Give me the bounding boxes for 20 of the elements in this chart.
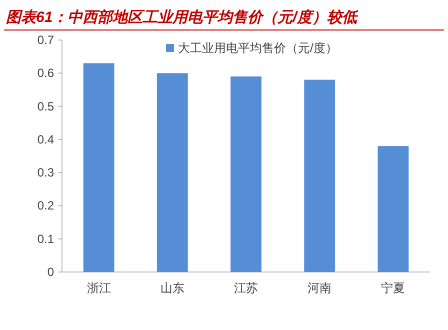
y-tick-label: 0 — [47, 265, 54, 279]
y-tick-label: 0.2 — [37, 198, 54, 213]
bar — [304, 80, 336, 272]
y-tick-label: 0.3 — [37, 166, 54, 180]
bar — [378, 146, 409, 272]
y-tick-label: 0.4 — [37, 132, 54, 146]
y-tick-label: 0.1 — [37, 232, 54, 246]
legend-label: 大工业用电平均售价（元/度） — [178, 41, 338, 55]
y-tick-label: 0.7 — [37, 33, 54, 47]
bar — [230, 76, 262, 272]
x-tick-label: 江苏 — [234, 281, 258, 295]
chart-title: 图表61：中西部地区工业用电平均售价（元/度）较低 — [6, 8, 359, 26]
bar — [156, 73, 188, 272]
x-tick-label: 宁夏 — [381, 281, 406, 295]
x-tick-label: 浙江 — [86, 281, 111, 295]
x-tick-label: 山东 — [160, 281, 184, 295]
y-tick-label: 0.5 — [37, 99, 54, 114]
bar — [83, 63, 114, 272]
x-tick-label: 河南 — [308, 281, 332, 295]
y-tick-label: 0.6 — [37, 66, 54, 80]
